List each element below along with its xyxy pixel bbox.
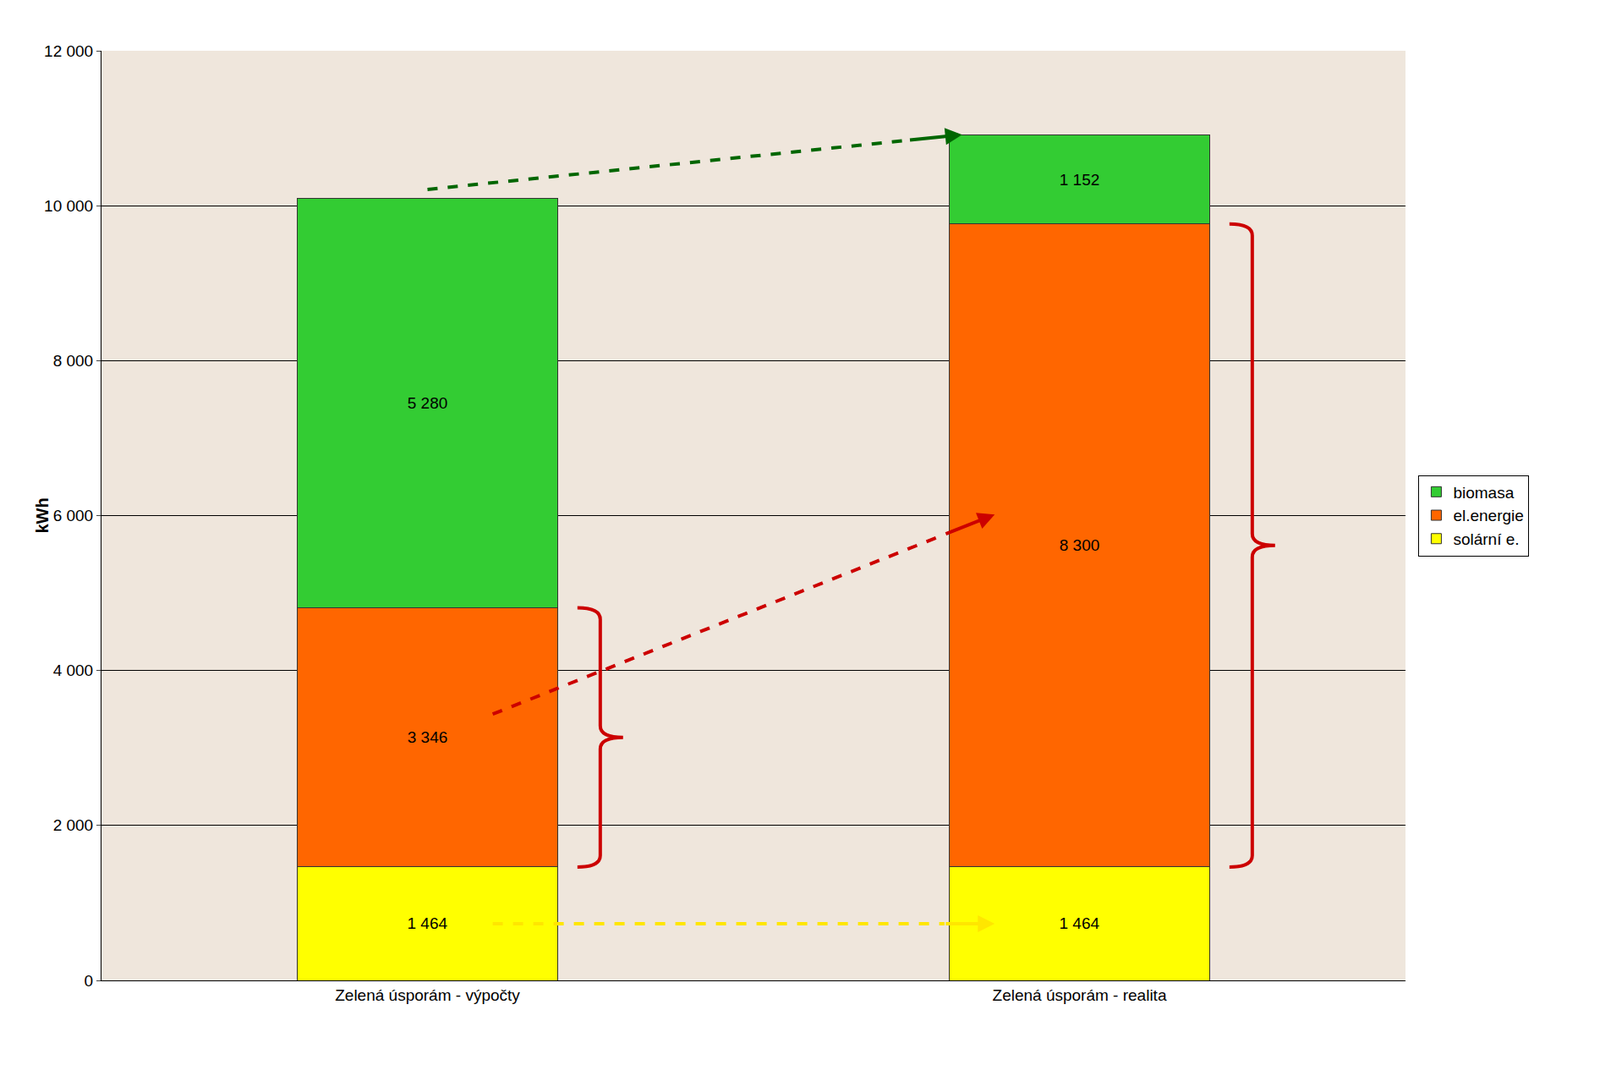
svg-text:0: 0 — [84, 971, 94, 990]
svg-text:Zelená úsporám - realita: Zelená úsporám - realita — [992, 986, 1168, 1004]
svg-text:8 000: 8 000 — [53, 351, 94, 370]
svg-text:Zelená úsporám - výpočty: Zelená úsporám - výpočty — [334, 986, 521, 1004]
svg-text:6 000: 6 000 — [53, 506, 94, 525]
svg-text:5 280: 5 280 — [407, 394, 449, 412]
svg-text:kWh: kWh — [32, 497, 52, 533]
svg-text:2 000: 2 000 — [53, 816, 94, 834]
svg-text:solární e.: solární e. — [1452, 530, 1519, 548]
svg-text:el.energie: el.energie — [1452, 506, 1524, 525]
svg-text:1 464: 1 464 — [407, 914, 449, 932]
svg-text:10 000: 10 000 — [43, 197, 94, 215]
svg-text:biomasa: biomasa — [1452, 483, 1514, 502]
svg-text:8 300: 8 300 — [1059, 536, 1101, 554]
svg-text:1 152: 1 152 — [1059, 170, 1101, 189]
svg-text:12 000: 12 000 — [43, 42, 94, 61]
svg-text:1 464: 1 464 — [1059, 914, 1101, 932]
svg-text:3 346: 3 346 — [407, 728, 449, 746]
svg-text:4 000: 4 000 — [53, 661, 94, 680]
